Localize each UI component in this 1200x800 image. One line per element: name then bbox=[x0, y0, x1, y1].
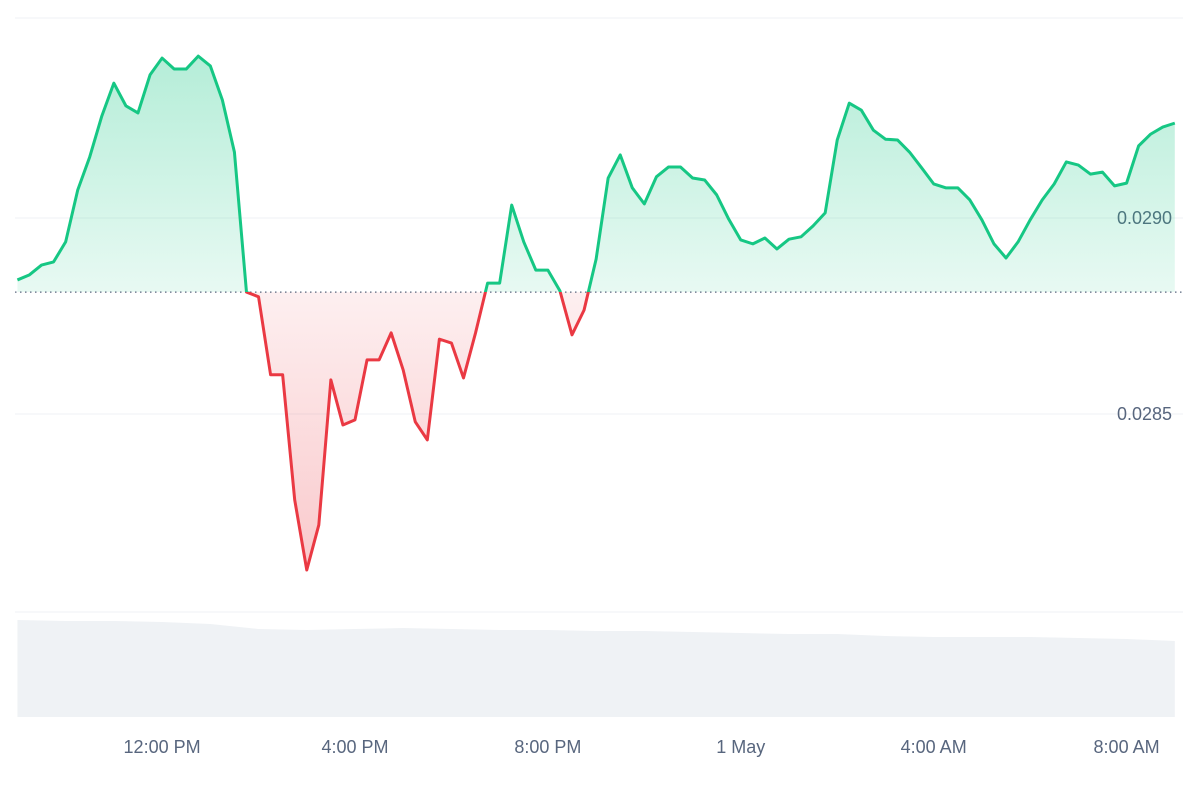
x-tick-label: 4:00 AM bbox=[901, 737, 967, 757]
x-tick-label: 1 May bbox=[716, 737, 765, 757]
price-line bbox=[16, 54, 1176, 572]
x-tick-label: 8:00 AM bbox=[1094, 737, 1160, 757]
x-tick-label: 4:00 PM bbox=[321, 737, 388, 757]
volume-area bbox=[17, 620, 1175, 717]
x-tick-label: 12:00 PM bbox=[124, 737, 201, 757]
price-area bbox=[17, 56, 1175, 571]
x-tick-label: 8:00 PM bbox=[514, 737, 581, 757]
y-tick-label: 0.0285 bbox=[1117, 404, 1172, 424]
